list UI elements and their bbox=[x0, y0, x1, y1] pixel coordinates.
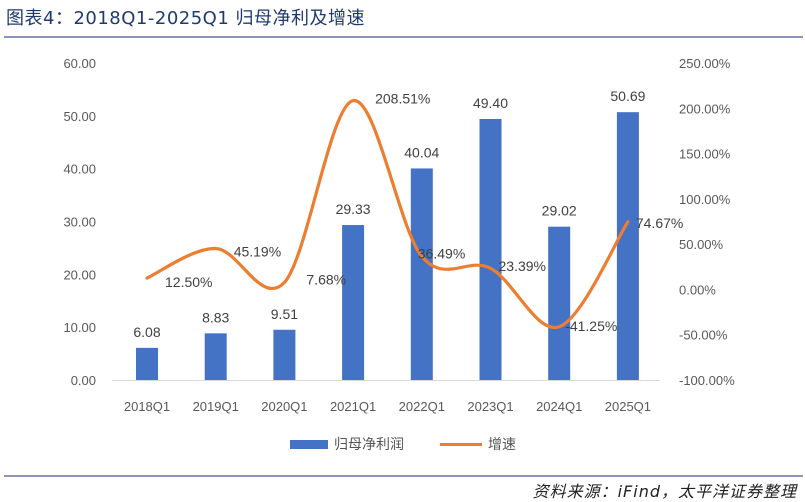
bar-value-label: 49.40 bbox=[473, 95, 508, 111]
legend-line-swatch bbox=[440, 442, 482, 446]
combo-chart: 0.00 10.00 20.00 30.00 40.00 50.00 60.00 -100.… bbox=[63, 56, 735, 414]
title-divider bbox=[4, 36, 803, 38]
left-axis-tick: 40.00 bbox=[63, 162, 96, 177]
left-axis-tick: 60.00 bbox=[63, 56, 96, 71]
bar bbox=[479, 119, 502, 381]
x-axis-label: 2024Q1 bbox=[536, 399, 582, 414]
x-axis-label: 2018Q1 bbox=[124, 399, 170, 414]
bar-value-label: 29.02 bbox=[542, 203, 577, 219]
bar-value-label: 6.08 bbox=[133, 324, 160, 340]
left-axis-tick: 20.00 bbox=[63, 267, 96, 282]
legend-bar-swatch bbox=[290, 439, 328, 449]
bar-data-labels: 6.08 8.83 9.51 29.33 40.04 49.40 29.02 50.69 bbox=[133, 88, 645, 340]
legend-bar-label: 归母净利润 bbox=[334, 437, 404, 453]
x-axis-label: 2019Q1 bbox=[193, 399, 239, 414]
right-axis-tick: -50.00% bbox=[679, 328, 728, 343]
legend-line-label: 增速 bbox=[488, 437, 516, 453]
line-value-label: 7.68% bbox=[306, 271, 346, 287]
line-data-labels: 12.50% 45.19% 7.68% 208.51% 36.49% 23.39% -41.… bbox=[165, 91, 683, 334]
right-axis-tick: -100.00% bbox=[679, 373, 735, 388]
line-value-label: 36.49% bbox=[418, 245, 465, 261]
left-axis-tick: 10.00 bbox=[63, 320, 96, 335]
line-value-label: -41.25% bbox=[565, 318, 617, 334]
right-axis-tick: 100.00% bbox=[679, 192, 731, 207]
bar-value-label: 29.33 bbox=[336, 201, 371, 217]
bar bbox=[616, 112, 639, 380]
x-axis-label: 2022Q1 bbox=[399, 399, 445, 414]
right-axis-tick: 150.00% bbox=[679, 147, 731, 162]
bar-value-label: 40.04 bbox=[404, 144, 439, 160]
source-divider bbox=[4, 475, 803, 477]
left-axis-tick: 30.00 bbox=[63, 215, 96, 230]
line-value-label: 23.39% bbox=[499, 258, 546, 274]
right-axis: -100.00% -50.00% 0.00% 50.00% 100.00% 150.00%… bbox=[679, 56, 735, 388]
bar bbox=[410, 168, 433, 380]
bar bbox=[273, 329, 296, 380]
legend: 归母净利润 增速 bbox=[290, 434, 516, 454]
right-axis-tick: 0.00% bbox=[679, 282, 716, 297]
x-axis-label: 2021Q1 bbox=[330, 399, 376, 414]
bar-series bbox=[136, 112, 639, 381]
left-axis-tick: 0.00 bbox=[71, 373, 96, 388]
line-value-label: 74.67% bbox=[636, 215, 683, 231]
bar-value-label: 9.51 bbox=[271, 306, 298, 322]
line-value-label: 208.51% bbox=[375, 91, 430, 107]
chart-title: 图表4：2018Q1-2025Q1 归母净利及增速 bbox=[6, 8, 366, 29]
right-axis-tick: 250.00% bbox=[679, 56, 731, 71]
x-axis-label: 2023Q1 bbox=[467, 399, 513, 414]
growth-line bbox=[145, 98, 630, 330]
bar-value-label: 50.69 bbox=[610, 88, 645, 104]
bar-value-label: 8.83 bbox=[202, 309, 229, 325]
line-value-label: 45.19% bbox=[234, 243, 281, 259]
source-note: 资料来源：iFind，太平洋证券整理 bbox=[532, 482, 797, 501]
bar bbox=[136, 347, 158, 380]
x-axis-labels: 2018Q1 2019Q1 2020Q1 2021Q1 2022Q1 2023Q1 2024… bbox=[124, 399, 651, 414]
bar bbox=[548, 226, 571, 380]
left-axis-tick: 50.00 bbox=[63, 109, 96, 124]
bar bbox=[342, 225, 365, 380]
line-value-label: 12.50% bbox=[165, 274, 212, 290]
bar bbox=[204, 333, 227, 380]
x-axis-label: 2020Q1 bbox=[261, 399, 307, 414]
left-axis: 0.00 10.00 20.00 30.00 40.00 50.00 60.00 bbox=[63, 56, 96, 388]
x-axis-label: 2025Q1 bbox=[605, 399, 651, 414]
right-axis-tick: 50.00% bbox=[679, 237, 724, 252]
right-axis-tick: 200.00% bbox=[679, 101, 731, 116]
